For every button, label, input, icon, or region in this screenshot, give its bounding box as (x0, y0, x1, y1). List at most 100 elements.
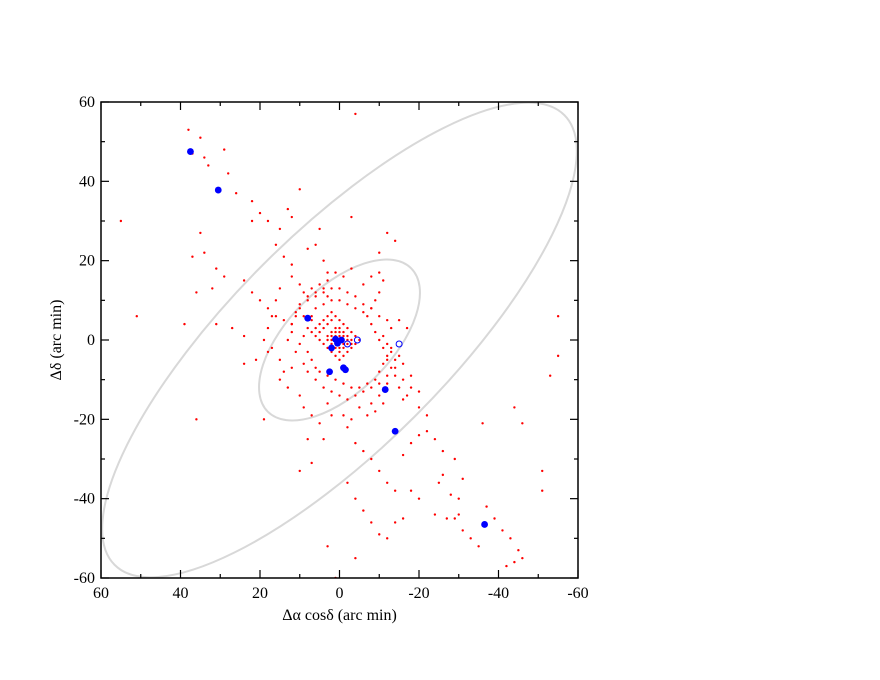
red-point (401, 362, 405, 365)
red-point (310, 358, 313, 362)
red-point (350, 386, 353, 389)
red-point (322, 318, 325, 322)
red-point (370, 457, 373, 461)
red-point (370, 521, 373, 524)
red-point (234, 192, 238, 195)
red-point (274, 243, 278, 246)
red-point (393, 374, 397, 377)
red-point (203, 156, 206, 159)
red-point (338, 326, 341, 330)
red-point (350, 330, 353, 334)
red-point (290, 215, 293, 219)
red-point (274, 299, 278, 302)
red-point (521, 422, 524, 425)
red-point (366, 414, 369, 417)
red-point (386, 231, 389, 235)
red-point (290, 275, 293, 278)
red-point (409, 386, 413, 389)
red-point (437, 481, 441, 484)
red-point (393, 239, 397, 243)
red-point (346, 342, 349, 346)
red-point (203, 251, 206, 254)
red-point (378, 394, 381, 397)
red-point (362, 311, 365, 314)
y-axis-label: Δδ (arc min) (48, 300, 65, 381)
blue-filled-series (187, 148, 488, 528)
red-point (393, 489, 397, 492)
red-point (342, 334, 345, 338)
red-point (378, 251, 381, 254)
red-point (282, 370, 286, 373)
red-point (334, 330, 337, 334)
red-point (330, 311, 333, 314)
red-point (386, 382, 389, 385)
red-point (290, 366, 293, 369)
red-point (346, 303, 349, 306)
red-point (354, 497, 357, 500)
red-point (346, 481, 349, 484)
red-point (362, 509, 365, 512)
red-point (322, 326, 325, 330)
red-point (449, 493, 452, 496)
red-point (314, 326, 317, 330)
red-point (409, 374, 413, 377)
red-point (282, 318, 286, 322)
red-point (310, 315, 313, 318)
blue-point (326, 368, 333, 376)
red-point (358, 406, 361, 409)
red-point (517, 549, 520, 552)
red-point (326, 315, 329, 318)
y-tick-label: 60 (79, 94, 95, 111)
red-point (310, 330, 313, 334)
open-point (395, 340, 403, 348)
red-point (195, 418, 198, 421)
red-point (314, 366, 317, 369)
red-point (302, 291, 305, 294)
red-point (382, 362, 385, 365)
red-point (417, 390, 421, 393)
red-point (330, 330, 333, 334)
red-point (326, 402, 329, 405)
red-point (223, 148, 226, 151)
red-point (330, 350, 333, 354)
blue-point (342, 366, 349, 374)
red-point (481, 422, 484, 425)
red-point (334, 378, 337, 381)
red-point (362, 449, 365, 453)
red-point (374, 410, 377, 413)
red-point (330, 287, 333, 290)
blue-point (187, 148, 194, 155)
red-point (314, 307, 317, 310)
red-point (199, 136, 202, 139)
red-point (326, 295, 329, 298)
red-point (322, 303, 325, 306)
red-point (505, 564, 508, 568)
red-point (548, 374, 552, 377)
red-point (354, 307, 357, 310)
red-point (318, 283, 321, 286)
red-point (453, 457, 456, 461)
red-point (266, 219, 270, 223)
red-point (417, 434, 421, 437)
red-point (382, 346, 385, 350)
red-point (401, 453, 405, 457)
red-point (393, 521, 397, 524)
red-point (346, 398, 349, 401)
axis-ticks (100, 101, 579, 579)
red-point (493, 517, 496, 520)
red-point (314, 334, 317, 338)
red-point (354, 342, 357, 346)
red-point (338, 334, 341, 338)
red-point (326, 545, 329, 548)
red-point (326, 346, 329, 350)
blue-point (334, 339, 341, 347)
red-point (541, 489, 544, 492)
blue-point (214, 186, 222, 194)
x-tick-label: 0 (336, 585, 344, 602)
red-point (191, 255, 194, 258)
red-point (314, 243, 317, 246)
ellipse-inner (258, 258, 421, 422)
red-point (322, 291, 325, 294)
red-point (378, 271, 381, 274)
